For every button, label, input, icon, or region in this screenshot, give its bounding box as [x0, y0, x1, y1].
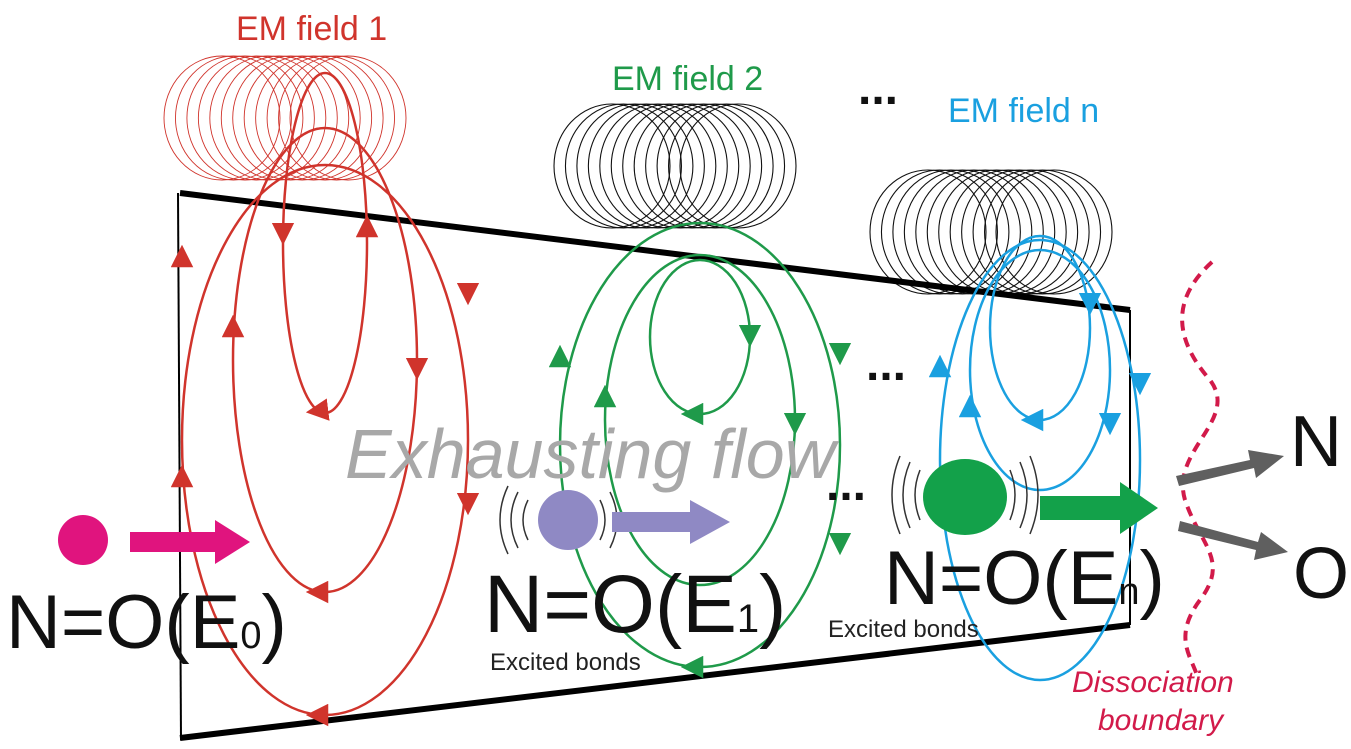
- coil-turn: [949, 169, 1067, 295]
- field-n-loops: [928, 234, 1152, 682]
- molecule-en-formula: N=O(En): [884, 536, 1165, 621]
- coil-turn: [667, 103, 786, 229]
- product-n-arrow: [1176, 450, 1284, 486]
- coil-turn: [892, 169, 1010, 295]
- coil-turn: [278, 55, 395, 181]
- molecule-e0: N=O(E0): [6, 515, 287, 665]
- coil-turn: [983, 169, 1102, 295]
- molecule-e0-formula: N=O(E0): [6, 580, 287, 665]
- coil-turn: [255, 55, 373, 181]
- flow-label: Exhausting flow: [345, 415, 840, 493]
- vibration-marks-left-n: [891, 455, 921, 535]
- coil-turn: [995, 169, 1113, 295]
- coil-turn: [175, 55, 292, 181]
- coil-turn: [576, 103, 694, 229]
- coil-turn: [679, 103, 797, 229]
- coil-turn: [587, 103, 705, 229]
- molecule-e1-note: Excited bonds: [490, 649, 641, 676]
- coil-turn: [163, 55, 281, 181]
- product-o-label: O: [1293, 534, 1349, 614]
- molecule-en: N=O(En) Excited bonds: [828, 455, 1165, 643]
- coil-turn: [243, 55, 361, 181]
- molecule-e1: N=O(E1) Excited bonds: [484, 485, 786, 676]
- coil-turn: [186, 55, 304, 181]
- coil-1-icon: [163, 55, 407, 181]
- product-o-arrow: [1178, 521, 1288, 560]
- coil-turn: [915, 169, 1033, 295]
- vibration-marks-left: [499, 485, 529, 555]
- coil-n-icon: [869, 169, 1113, 295]
- coil-turn: [232, 55, 350, 181]
- coil-turn: [972, 169, 1090, 295]
- ellipsis-top: ...: [858, 62, 898, 115]
- coil-turn: [961, 169, 1079, 295]
- boundary-label-line2: boundary: [1098, 704, 1225, 737]
- coil-turn: [564, 103, 683, 229]
- product-n-label: N: [1290, 402, 1342, 482]
- molecule-en-note: Excited bonds: [828, 616, 979, 643]
- molecule-e1-arrow: [612, 500, 730, 544]
- coil-turn: [656, 103, 774, 229]
- boundary-label-line1: Dissociation: [1072, 666, 1234, 699]
- field-1-label: EM field 1: [236, 10, 387, 48]
- molecule-e0-dot: [58, 515, 108, 565]
- coil-turn: [553, 103, 671, 229]
- coil-turn: [880, 169, 999, 295]
- coil-turn: [266, 55, 384, 181]
- coil-turn: [903, 169, 1021, 295]
- molecule-e1-formula: N=O(E1): [484, 559, 786, 650]
- field-2-label: EM field 2: [612, 60, 763, 98]
- coil-turn: [610, 103, 728, 229]
- field-2-loops: [548, 221, 852, 679]
- coil-turn: [197, 55, 315, 181]
- ellipsis-lower: ...: [826, 458, 866, 511]
- field-n-label: EM field n: [948, 92, 1099, 130]
- molecule-e1-dot: [538, 490, 598, 550]
- coil-turn: [645, 103, 763, 229]
- vibration-marks-right-n: [1009, 455, 1039, 535]
- coil-turn: [622, 103, 740, 229]
- coil-2-icon: [553, 103, 797, 229]
- coil-turn: [869, 169, 987, 295]
- coil-turn: [209, 55, 327, 181]
- coil-turn: [633, 103, 751, 229]
- molecule-en-arrow: [1040, 482, 1158, 534]
- molecule-en-dot: [923, 459, 1007, 535]
- dissociation-boundary-line: [1180, 260, 1220, 681]
- molecule-e0-arrow: [130, 520, 250, 564]
- coil-turn: [599, 103, 717, 229]
- coil-turn: [289, 55, 407, 181]
- field-1-loops: [170, 71, 480, 727]
- ellipsis-middle: ...: [866, 338, 906, 391]
